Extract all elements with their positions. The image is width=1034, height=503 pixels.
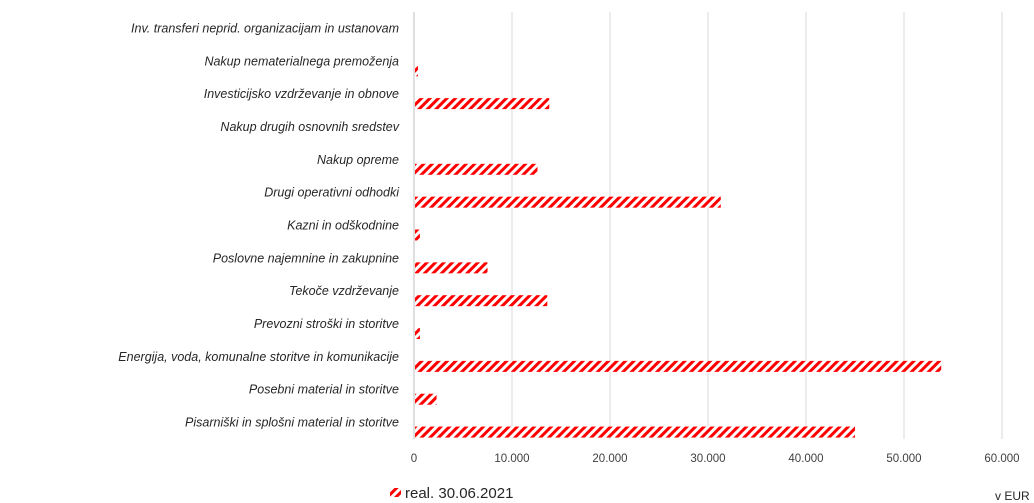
bar bbox=[415, 196, 721, 208]
bar bbox=[415, 262, 488, 274]
bar bbox=[415, 163, 538, 175]
bar bbox=[415, 426, 856, 438]
category-label: Pisarniški in splošni material in storit… bbox=[185, 416, 399, 430]
legend-swatch bbox=[390, 488, 401, 497]
bar bbox=[415, 295, 548, 307]
bar bbox=[415, 393, 437, 405]
bar bbox=[415, 65, 418, 77]
category-label: Tekoče vzdrževanje bbox=[289, 284, 399, 298]
unit-label: v EUR bbox=[995, 489, 1030, 503]
category-label: Nakup nematerialnega premoženja bbox=[204, 54, 399, 68]
bars bbox=[415, 65, 942, 438]
bar bbox=[415, 98, 550, 110]
legend-label: real. 30.06.2021 bbox=[405, 485, 513, 502]
category-label: Kazni in odškodnine bbox=[287, 219, 399, 233]
category-label: Poslovne najemnine in zakupnine bbox=[213, 251, 399, 265]
x-tick-label: 60.000 bbox=[984, 453, 1019, 465]
gridlines bbox=[413, 12, 1003, 439]
x-tick-labels: 0 10.000 20.000 30.000 40.000 50.000 60.000 bbox=[411, 453, 1020, 465]
category-labels: Inv. transferi neprid. organizacijam in … bbox=[118, 21, 400, 429]
x-tick-label: 10.000 bbox=[494, 453, 529, 465]
bar bbox=[415, 360, 942, 372]
category-label: Drugi operativni odhodki bbox=[264, 186, 400, 200]
bar bbox=[415, 229, 420, 241]
bar bbox=[415, 328, 420, 340]
category-label: Nakup drugih osnovnih sredstev bbox=[220, 120, 399, 134]
x-tick-label: 20.000 bbox=[592, 453, 627, 465]
x-tick-label: 0 bbox=[411, 453, 417, 465]
category-label: Investicijsko vzdrževanje in obnove bbox=[204, 87, 399, 101]
category-label: Posebni material in storitve bbox=[249, 383, 399, 397]
category-label: Nakup opreme bbox=[317, 153, 399, 167]
x-tick-label: 40.000 bbox=[788, 453, 823, 465]
category-label: Inv. transferi neprid. organizacijam in … bbox=[131, 21, 399, 35]
x-tick-label: 50.000 bbox=[886, 453, 921, 465]
legend: real. 30.06.2021 bbox=[390, 485, 513, 502]
category-label: Energija, voda, komunalne storitve in ko… bbox=[118, 350, 399, 364]
category-label: Prevozni stroški in storitve bbox=[254, 317, 399, 331]
x-tick-label: 30.000 bbox=[690, 453, 725, 465]
